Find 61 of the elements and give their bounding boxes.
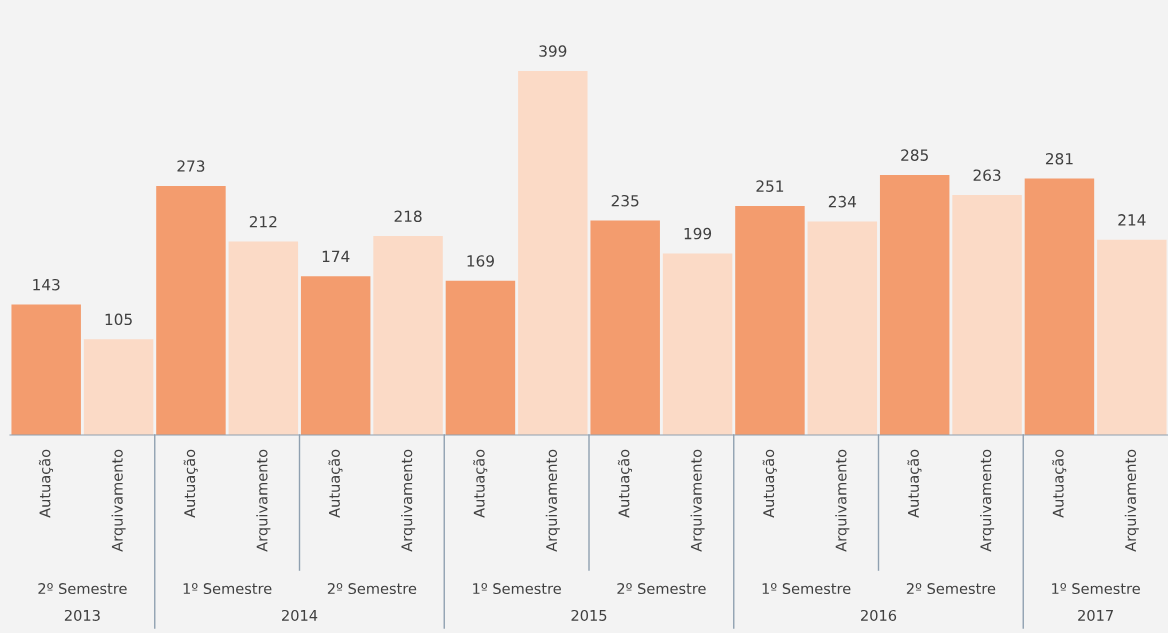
- text: 1º Semestre: [473, 583, 561, 595]
- bar: [807, 221, 878, 435]
- data-label: 234: [828, 195, 857, 208]
- data-label: 212: [249, 215, 277, 228]
- bar: [879, 174, 950, 435]
- data-label: 218: [394, 210, 422, 223]
- data-label: 105: [105, 313, 132, 326]
- text: 2º Semestre: [617, 583, 706, 595]
- data-label: 273: [177, 160, 205, 172]
- bar: [373, 236, 443, 435]
- data-label: 281: [1045, 152, 1073, 165]
- bar: [735, 205, 805, 435]
- x-tick-label: Arquivamento: [835, 449, 850, 552]
- data-label: 251: [756, 180, 784, 192]
- x-tick-label: Arquivamento: [401, 449, 416, 552]
- x-tick-label: Autuação: [328, 449, 343, 518]
- bar: [300, 276, 371, 435]
- x-tick-label: Arquivamento: [1124, 449, 1139, 552]
- bar: [11, 304, 81, 435]
- x-tick-label: Arquivamento: [545, 449, 560, 552]
- text: 2017: [1078, 609, 1113, 621]
- text: 1º Semestre: [1052, 583, 1140, 595]
- x-tick-label: Autuação: [762, 449, 777, 518]
- bar: [156, 185, 226, 435]
- bar: [590, 220, 660, 435]
- bar: [228, 241, 299, 435]
- bar: [83, 339, 154, 435]
- data-label: 174: [322, 250, 350, 262]
- x-tick-label: Autuação: [617, 449, 633, 518]
- bar: [1024, 178, 1095, 435]
- data-label: 235: [611, 194, 639, 207]
- x-tick-label: Autuação: [907, 449, 922, 518]
- x-tick-label: Arquivamento: [980, 449, 995, 552]
- data-label: 169: [467, 255, 494, 267]
- text: 2014: [282, 609, 318, 621]
- x-tick-label: Arquivamento: [690, 449, 705, 552]
- bar: [518, 70, 588, 435]
- x-tick-label: Arquivamento: [111, 449, 126, 552]
- bar: [1097, 239, 1167, 435]
- data-label: 143: [33, 278, 60, 291]
- data-label: 214: [1118, 214, 1146, 226]
- x-tick-label: Arquivamento: [256, 449, 271, 552]
- text: 2º Semestre: [327, 583, 417, 595]
- data-label: 399: [539, 45, 567, 57]
- x-tick-label: Autuação: [1052, 449, 1067, 518]
- text: 2015: [571, 609, 607, 621]
- data-label: 285: [901, 149, 928, 161]
- text: 1º Semestre: [762, 583, 851, 595]
- data-label: 263: [973, 169, 1001, 181]
- x-tick-label: Autuação: [183, 449, 198, 518]
- text: 2º Semestre: [38, 583, 127, 595]
- x-tick-label: Autuação: [38, 449, 54, 518]
- text: 2013: [64, 609, 100, 621]
- text: 2º Semestre: [906, 583, 996, 595]
- bar: [445, 280, 516, 435]
- data-label: 199: [684, 227, 712, 240]
- text: 1º Semestre: [183, 583, 272, 595]
- bar: [952, 195, 1022, 435]
- x-tick-label: Autuação: [473, 449, 488, 518]
- bar: [662, 253, 733, 435]
- text: 2016: [861, 609, 897, 621]
